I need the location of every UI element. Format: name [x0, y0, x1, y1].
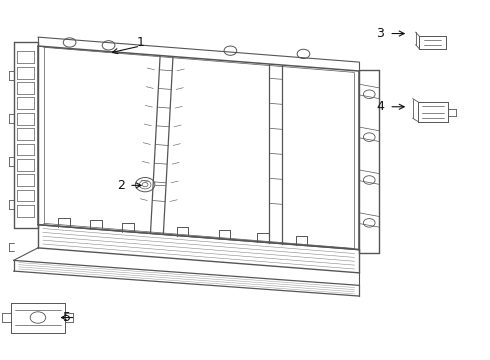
Text: 3: 3: [376, 27, 384, 40]
Text: 4: 4: [376, 100, 384, 113]
Text: 5: 5: [63, 311, 71, 324]
Text: 2: 2: [117, 179, 124, 192]
Text: 1: 1: [136, 36, 144, 49]
